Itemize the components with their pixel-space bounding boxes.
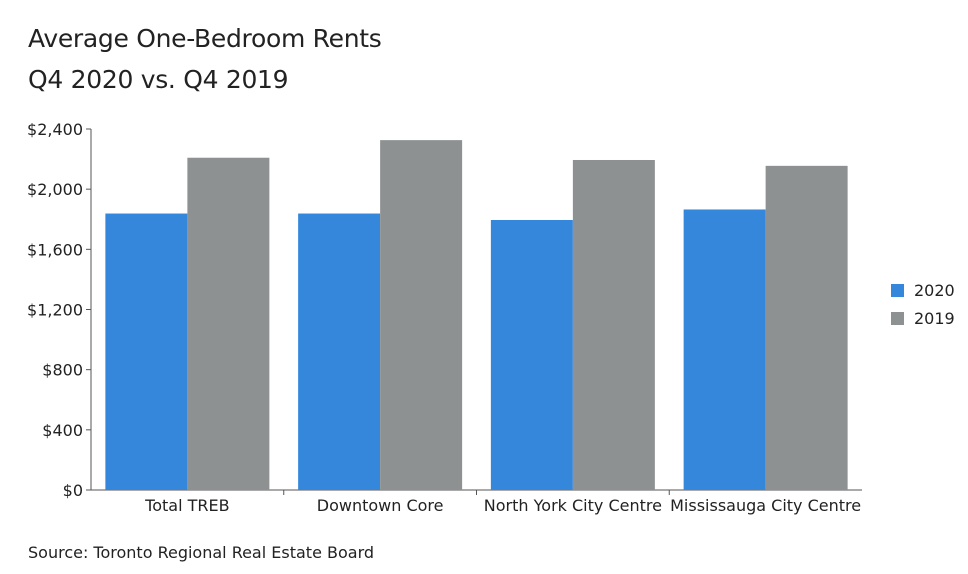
y-tick-label: $1,600 bbox=[27, 240, 83, 259]
legend-label-2019: 2019 bbox=[914, 308, 955, 328]
bar-2020-0 bbox=[105, 213, 188, 490]
bar-2019-1 bbox=[380, 140, 463, 490]
y-tick-label: $400 bbox=[42, 421, 83, 440]
tick-labels: $0 $400 $800 $1,200 $1,600 $2,000 $2,400 Total … bbox=[27, 120, 861, 515]
y-tick-label: $800 bbox=[42, 361, 83, 380]
bar-2020-2 bbox=[490, 220, 573, 491]
bar-2020-3 bbox=[683, 209, 766, 491]
x-tick-label: Downtown Core bbox=[317, 496, 444, 515]
legend-item-2020: 2020 bbox=[891, 276, 955, 304]
legend-item-2019: 2019 bbox=[891, 304, 955, 332]
bar-2019-3 bbox=[765, 165, 848, 490]
legend: 2020 2019 bbox=[891, 276, 955, 332]
y-tick-label: $0 bbox=[63, 481, 83, 500]
bar-2020-1 bbox=[298, 213, 381, 490]
y-tick-label: $1,200 bbox=[27, 301, 83, 320]
bar-2019-0 bbox=[187, 157, 270, 490]
bar-2019-2 bbox=[572, 159, 655, 490]
x-tick-label: North York City Centre bbox=[484, 496, 662, 515]
y-tick-label: $2,400 bbox=[27, 120, 83, 139]
legend-swatch-2019 bbox=[891, 311, 904, 325]
x-tick-label: Mississauga City Centre bbox=[670, 496, 861, 515]
legend-swatch-2020 bbox=[891, 283, 904, 297]
legend-label-2020: 2020 bbox=[914, 280, 955, 300]
chart-title: Average One-Bedroom Rents bbox=[28, 24, 382, 53]
source-note: Source: Toronto Regional Real Estate Boa… bbox=[28, 543, 375, 562]
x-tick-label: Total TREB bbox=[144, 496, 229, 515]
y-tick-label: $2,000 bbox=[27, 180, 83, 199]
chart-subtitle: Q4 2020 vs. Q4 2019 bbox=[28, 65, 289, 94]
bars bbox=[105, 140, 848, 491]
